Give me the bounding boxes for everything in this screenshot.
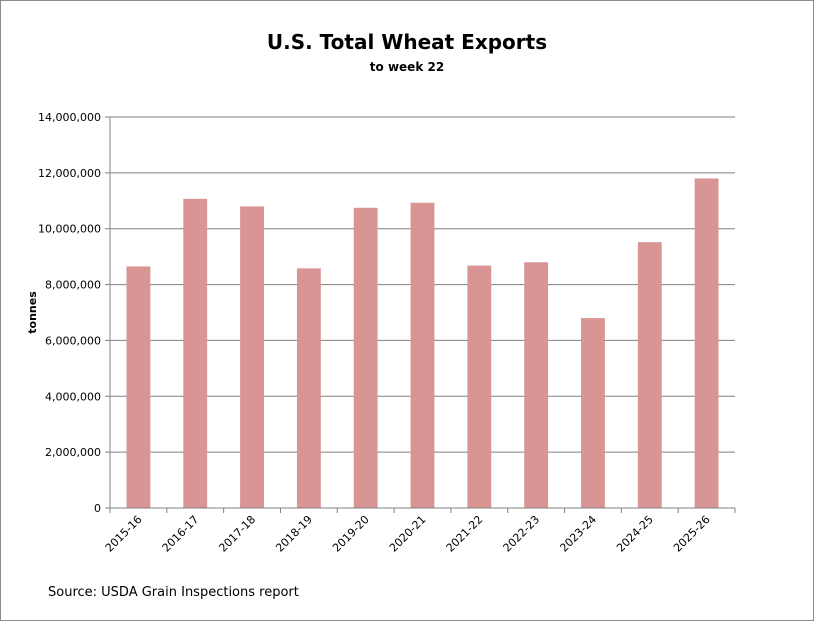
x-tick-label: 2025-26 <box>671 513 713 555</box>
x-tick-label: 2022-23 <box>501 513 543 555</box>
bar-2023-24 <box>581 318 605 508</box>
bar-2018-19 <box>296 268 321 508</box>
bar-2022-23 <box>524 262 549 508</box>
bar-2024-25 <box>637 242 662 508</box>
x-tick-label: 2017-18 <box>216 513 258 555</box>
y-tick-label: 14,000,000 <box>38 111 101 124</box>
chart-title: U.S. Total Wheat Exports <box>266 30 548 54</box>
y-axis-label: tonnes <box>26 291 39 334</box>
y-tick-label: 12,000,000 <box>38 167 101 180</box>
y-tick-label: 10,000,000 <box>38 223 101 236</box>
bar-2017-18 <box>240 206 264 508</box>
y-tick-label: 4,000,000 <box>45 390 101 403</box>
x-tick-label: 2021-22 <box>444 513 486 555</box>
source-note: Source: USDA Grain Inspections report <box>48 585 299 600</box>
bar-2025-26 <box>694 178 719 508</box>
y-tick-label: 8,000,000 <box>45 279 101 292</box>
bar-2019-20 <box>353 207 378 508</box>
x-tick-label: 2020-21 <box>387 513 429 555</box>
x-tick-label: 2023-24 <box>557 513 599 555</box>
x-tick-label: 2018-19 <box>273 513 315 555</box>
x-axis-ticks: 2015-16 2016-17 2017-18 2018-19 2019-20 2020-… <box>103 508 736 555</box>
y-tick-label: 0 <box>94 502 101 515</box>
chart-subtitle: to week 22 <box>369 60 445 74</box>
x-tick-label: 2015-16 <box>103 513 145 555</box>
y-tick-label: 2,000,000 <box>45 446 101 459</box>
bar-2020-21 <box>410 202 435 508</box>
bar-2016-17 <box>183 198 208 508</box>
bars <box>126 178 719 508</box>
bar-2021-22 <box>467 265 492 508</box>
bar-2015-16 <box>126 266 151 508</box>
x-tick-label: 2019-20 <box>330 513 372 555</box>
x-tick-label: 2016-17 <box>160 513 202 555</box>
y-axis-ticks: 0 2,000,000 4,000,000 6,000,000 8,000,000 10,… <box>38 111 110 515</box>
x-tick-label: 2024-25 <box>614 513 656 555</box>
y-tick-label: 6,000,000 <box>45 334 101 347</box>
